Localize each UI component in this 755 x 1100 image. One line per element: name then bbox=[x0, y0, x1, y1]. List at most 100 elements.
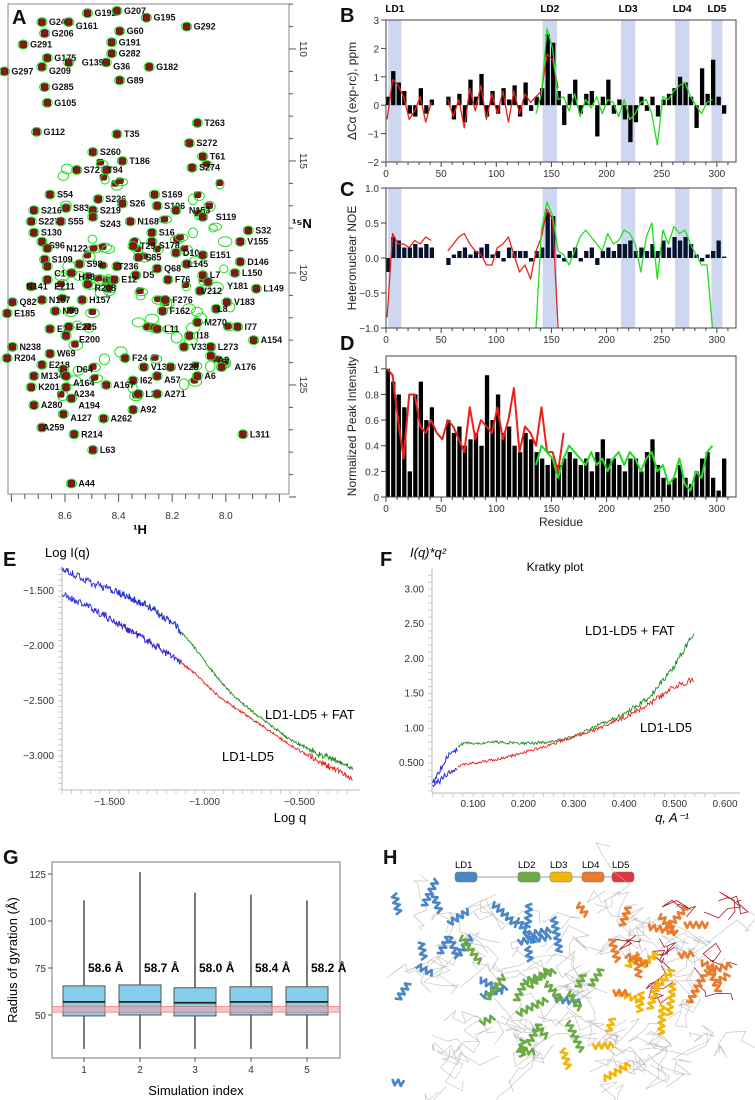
peak-label: A164 bbox=[73, 378, 95, 388]
helix-ld2 bbox=[535, 1023, 549, 1040]
domain-label: LD1 bbox=[455, 860, 472, 871]
structure-chain bbox=[422, 943, 460, 995]
helix-ld4 bbox=[647, 923, 680, 937]
structure-chain bbox=[647, 1053, 692, 1088]
hsqc-peak-outline bbox=[127, 241, 139, 252]
structure-chain bbox=[545, 950, 582, 979]
hsqc-peak-outline bbox=[204, 360, 216, 373]
hsqc-peak bbox=[129, 242, 137, 250]
hsqc-peak bbox=[40, 29, 49, 38]
x-tick-label: 1 bbox=[81, 1065, 87, 1076]
hsqc-peak-outline bbox=[41, 97, 53, 108]
hsqc-peak bbox=[0, 67, 9, 76]
structure-chain bbox=[595, 842, 633, 937]
hsqc-peak bbox=[30, 401, 38, 409]
hsqc-peak-outline bbox=[193, 191, 205, 202]
residue-bar bbox=[451, 432, 457, 497]
residue-bar bbox=[567, 251, 572, 258]
peak-label: N168 bbox=[137, 216, 159, 226]
peak-label: A234 bbox=[73, 389, 95, 399]
residue-bar bbox=[639, 247, 644, 258]
x-tick-label: −0.500 bbox=[284, 797, 315, 808]
hsqc-peak bbox=[153, 202, 161, 210]
peak-label: S85 bbox=[145, 252, 161, 262]
x-tick-label: 300 bbox=[709, 335, 726, 346]
hsqc-peak-outline bbox=[36, 17, 48, 28]
x-tick-label: 300 bbox=[709, 504, 726, 515]
residue-bar bbox=[716, 96, 721, 106]
residue-bar bbox=[567, 93, 572, 106]
x-tick-label: 300 bbox=[709, 169, 726, 180]
hsqc-peak-outline bbox=[127, 375, 139, 386]
peak-label: L150 bbox=[242, 268, 263, 278]
hsqc-peak-outline bbox=[170, 247, 182, 258]
peak-label: A154 bbox=[261, 335, 283, 345]
residue-bar bbox=[705, 254, 710, 258]
domain-cylinder-ld5 bbox=[611, 871, 635, 883]
peak-label: T29 bbox=[140, 241, 156, 251]
hsqc-peak-outline bbox=[28, 371, 40, 382]
series-line-red bbox=[386, 232, 432, 318]
hsqc-peak-outline bbox=[178, 378, 190, 391]
panel-e-saxs: −1.500 −2.000 −2.500 −3.000 −1.500 −1.000 −0.5… bbox=[23, 545, 360, 825]
peak-label: S219 bbox=[100, 205, 121, 215]
x-axis-label: Simulation index bbox=[148, 1083, 244, 1098]
x-tick-label: 0 bbox=[383, 169, 389, 180]
structure-chain bbox=[625, 904, 711, 946]
hsqc-peak-outline bbox=[130, 270, 142, 281]
residue-bar bbox=[473, 96, 479, 106]
hsqc-peak bbox=[134, 253, 143, 262]
hsqc-peak bbox=[75, 260, 84, 268]
y-tick-label: 0.0 bbox=[365, 254, 379, 265]
residue-bar bbox=[578, 464, 583, 497]
peak-label: S272 bbox=[196, 138, 217, 148]
peak-label: S32 bbox=[255, 225, 271, 235]
y-axis-label: ΔCα (exp-rc), ppm bbox=[345, 42, 359, 140]
residue-bar bbox=[413, 394, 418, 497]
peak-label: E151 bbox=[210, 250, 231, 260]
structure-chain bbox=[458, 917, 499, 988]
peak-label: E200 bbox=[79, 335, 100, 345]
hsqc-peak-outline bbox=[181, 281, 192, 292]
helix-ld1 bbox=[491, 900, 519, 929]
box-annotation: 58.2 Å bbox=[311, 960, 347, 975]
peak-label: S243 bbox=[100, 219, 121, 229]
hsqc-peak bbox=[62, 383, 70, 392]
residue-bar bbox=[424, 244, 429, 258]
hsqc-peak-outline bbox=[131, 317, 146, 328]
hsqc-peak-outline bbox=[28, 227, 40, 238]
peak-label: L311 bbox=[250, 429, 270, 439]
peak-label: S260 bbox=[100, 147, 121, 157]
structure-chain bbox=[671, 1032, 709, 1063]
structure-chain bbox=[650, 935, 688, 993]
ld-region-label: LD5 bbox=[707, 4, 726, 15]
residue-bar bbox=[523, 432, 528, 497]
y-tick-label: 0.4 bbox=[365, 442, 379, 453]
residue-bar bbox=[512, 251, 517, 258]
hsqc-peak-outline bbox=[101, 244, 115, 254]
helix-ld1 bbox=[549, 915, 564, 954]
hsqc-peak bbox=[172, 249, 180, 257]
hsqc-peak-outline bbox=[41, 52, 53, 63]
residue-bar bbox=[595, 105, 600, 137]
residue-bar bbox=[722, 105, 727, 114]
residue-bar bbox=[534, 96, 539, 106]
hsqc-peak bbox=[62, 372, 70, 380]
hsqc-peak bbox=[198, 271, 207, 280]
x-tick-label: −1.500 bbox=[94, 797, 125, 808]
hsqc-peak-outline bbox=[210, 303, 222, 314]
box-annotation: 58.0 Å bbox=[199, 960, 235, 975]
residue-bar bbox=[722, 458, 727, 497]
hsqc-peak-outline bbox=[181, 21, 193, 32]
hsqc-peak bbox=[70, 430, 78, 439]
y-tick-label: 0.6 bbox=[365, 416, 379, 427]
hsqc-peak-outline bbox=[6, 297, 18, 308]
hsqc-peak bbox=[27, 383, 36, 392]
hsqc-peak-outline bbox=[162, 274, 174, 285]
hsqc-peak-outline bbox=[25, 382, 37, 393]
hsqc-peak bbox=[89, 245, 98, 252]
y-tick-label: 120 bbox=[297, 265, 308, 282]
residue-bar bbox=[567, 452, 572, 497]
structure-chain bbox=[586, 890, 620, 914]
structure-chain bbox=[492, 955, 557, 976]
